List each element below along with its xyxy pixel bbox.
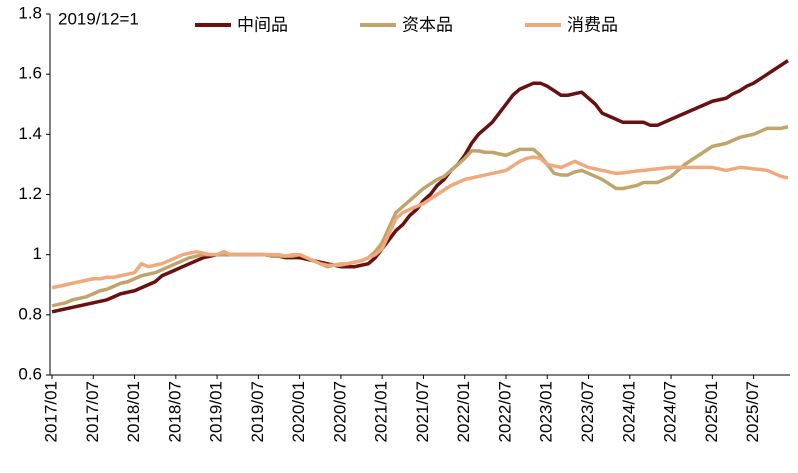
x-tick-label: 2018/07: [165, 381, 184, 442]
legend-label: 消费品: [567, 15, 618, 34]
x-tick-label: 2024/07: [661, 381, 680, 442]
series-line: [51, 59, 789, 314]
y-tick-label: 1: [33, 244, 42, 263]
series-line: [51, 155, 789, 290]
x-tick-label: 2025/01: [702, 381, 721, 442]
y-tick-label: 1.8: [18, 3, 42, 22]
x-tick-label: 2025/07: [743, 381, 762, 442]
x-tick-label: 2024/01: [619, 381, 638, 442]
x-tick-label: 2019/01: [207, 381, 226, 442]
y-tick-label: 0.6: [18, 364, 42, 383]
annotation: 2019/12=1: [58, 9, 139, 28]
x-tick-label: 2022/07: [495, 381, 514, 442]
x-tick-label: 2021/07: [413, 381, 432, 442]
legend-label: 中间品: [237, 15, 288, 34]
x-tick-label: 2020/07: [330, 381, 349, 442]
series-line: [51, 125, 789, 308]
x-tick-label: 2017/01: [41, 381, 60, 442]
x-tick-label: 2023/07: [578, 381, 597, 442]
x-tick-label: 2023/01: [537, 381, 556, 442]
x-tick-label: 2022/01: [454, 381, 473, 442]
y-tick-label: 1.6: [18, 64, 42, 83]
x-tick-label: 2021/01: [372, 381, 391, 442]
x-tick-label: 2018/01: [124, 381, 143, 442]
x-tick-label: 2017/07: [83, 381, 102, 442]
y-tick-label: 0.8: [18, 304, 42, 323]
x-tick-label: 2019/07: [248, 381, 267, 442]
y-tick-label: 1.4: [18, 124, 42, 143]
x-tick-label: 2020/01: [289, 381, 308, 442]
y-tick-label: 1.2: [18, 184, 42, 203]
legend-label: 资本品: [402, 15, 453, 34]
